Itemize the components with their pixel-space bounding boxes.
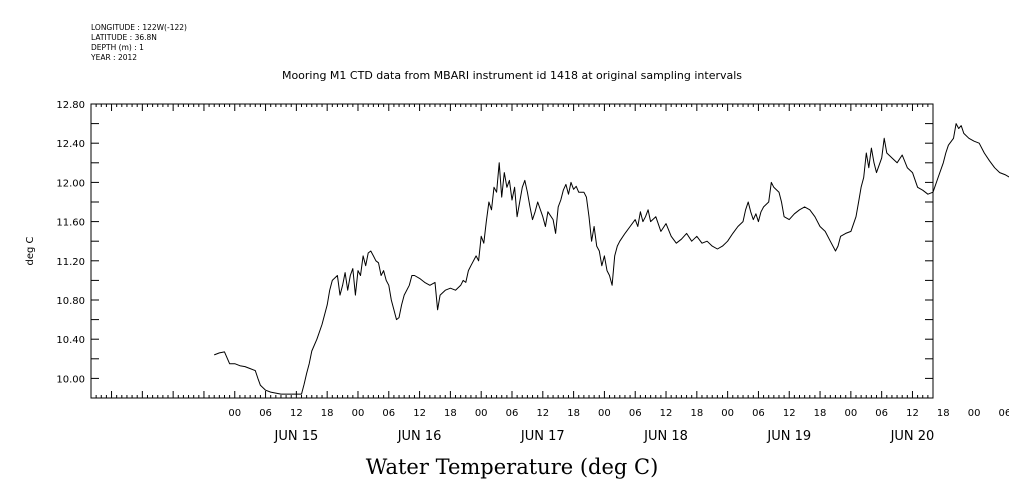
y-tick-label: 12.80 xyxy=(56,100,85,111)
x-day-label: JUN 15 xyxy=(273,429,318,444)
x-hour-label: 18 xyxy=(814,408,827,419)
y-tick-label: 10.40 xyxy=(56,335,85,346)
x-hour-label: 06 xyxy=(382,408,395,419)
x-hour-label: 18 xyxy=(690,408,703,419)
x-hour-label: 12 xyxy=(906,408,919,419)
x-hour-label: 12 xyxy=(660,408,673,419)
y-tick-label: 12.00 xyxy=(56,178,85,189)
meta-latitude: LATITUDE : 36.8N xyxy=(91,33,157,42)
x-hour-label: 06 xyxy=(999,408,1009,419)
x-day-label: JUN 20 xyxy=(890,429,935,444)
x-hour-label: 00 xyxy=(721,408,734,419)
chart-title: Mooring M1 CTD data from MBARI instrumen… xyxy=(282,69,742,82)
x-hour-label: 06 xyxy=(875,408,888,419)
y-tick-label: 11.20 xyxy=(56,257,85,268)
x-hour-label: 00 xyxy=(844,408,857,419)
x-hour-label: 12 xyxy=(413,408,426,419)
x-hour-label: 12 xyxy=(536,408,549,419)
y-axis-label: deg C xyxy=(25,236,36,265)
x-hour-label: 06 xyxy=(259,408,272,419)
x-axis-label: Water Temperature (deg C) xyxy=(366,455,659,479)
x-hour-label: 00 xyxy=(968,408,981,419)
x-day-label: JUN 17 xyxy=(520,429,565,444)
x-hour-label: 00 xyxy=(475,408,488,419)
series-group xyxy=(214,123,1009,395)
y-tick-label: 10.00 xyxy=(56,374,85,385)
x-day-label: JUN 19 xyxy=(766,429,811,444)
x-hour-label: 06 xyxy=(752,408,765,419)
x-hour-label: 00 xyxy=(598,408,611,419)
y-axis: 10.00 10.40 10.80 11.20 11.60 12.00 12.40 12.80 xyxy=(56,100,933,399)
meta-depth: DEPTH (m) : 1 xyxy=(91,43,144,52)
y-tick-label: 10.80 xyxy=(56,296,85,307)
x-hour-label: 18 xyxy=(444,408,457,419)
meta-year: YEAR : 2012 xyxy=(90,53,137,62)
meta-longitude: LONGITUDE : 122W(-122) xyxy=(91,23,187,32)
x-hour-label: 00 xyxy=(352,408,365,419)
x-hour-label: 12 xyxy=(783,408,796,419)
x-hour-label: 06 xyxy=(629,408,642,419)
x-hour-label: 18 xyxy=(567,408,580,419)
x-hour-label: 18 xyxy=(321,408,334,419)
x-hour-label: 00 xyxy=(228,408,241,419)
y-tick-label: 11.60 xyxy=(56,218,85,229)
x-day-label: JUN 18 xyxy=(643,429,688,444)
x-axis: 00 06 12 18 00 06 12 18 00 06 12 18 00 06 12 18 00 06 12 18… xyxy=(90,104,1009,444)
x-hour-label: 18 xyxy=(937,408,950,419)
x-hour-label: 12 xyxy=(290,408,303,419)
x-hour-label: 06 xyxy=(506,408,519,419)
series-line-0 xyxy=(214,123,1009,395)
x-day-label: JUN 16 xyxy=(397,429,442,444)
y-tick-label: 12.40 xyxy=(56,139,85,150)
